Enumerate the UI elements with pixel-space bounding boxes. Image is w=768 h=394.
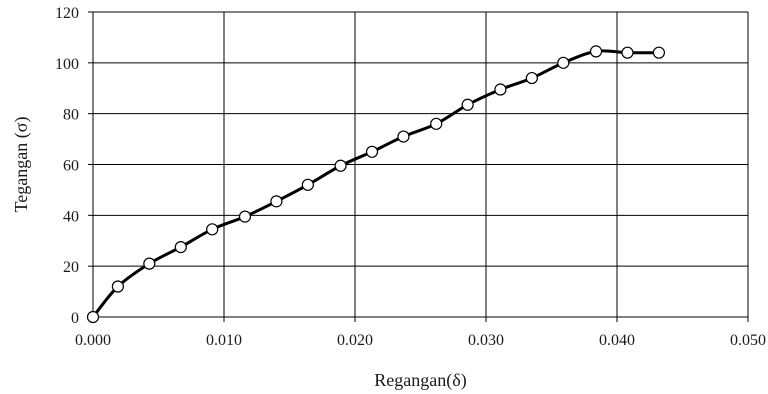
data-point xyxy=(494,83,507,96)
x-tick-label: 0.040 xyxy=(599,332,635,349)
x-tick-label: 0.030 xyxy=(468,332,504,349)
y-tick-label: 40 xyxy=(63,208,79,225)
data-point xyxy=(301,178,314,191)
y-tick-label: 60 xyxy=(63,158,79,175)
data-point xyxy=(652,46,666,59)
y-axis-title: Tegangan (σ) xyxy=(11,117,32,213)
y-tick-label: 100 xyxy=(55,56,79,73)
data-point xyxy=(143,257,156,270)
data-point xyxy=(397,130,410,143)
data-point xyxy=(557,56,570,69)
data-point xyxy=(589,45,603,58)
grid xyxy=(88,11,749,322)
data-point xyxy=(430,117,443,130)
data-point xyxy=(461,98,474,111)
y-tick-label: 120 xyxy=(55,5,79,22)
data-point xyxy=(621,46,634,59)
data-point xyxy=(270,195,283,208)
data-point xyxy=(86,310,100,324)
y-tick-label: 0 xyxy=(71,310,79,327)
y-tick-label: 80 xyxy=(63,107,79,124)
data-point xyxy=(334,159,347,172)
data-point xyxy=(206,223,219,236)
data-point xyxy=(365,145,379,158)
data-point xyxy=(111,280,124,293)
data-point xyxy=(238,210,252,223)
x-tick-label: 0.020 xyxy=(337,332,373,349)
y-tick-label: 20 xyxy=(63,259,79,276)
data-point xyxy=(174,241,187,254)
series-line xyxy=(91,49,659,318)
x-tick-label: 0.050 xyxy=(730,332,766,349)
series-group xyxy=(86,45,666,324)
x-axis-title: Regangan(δ) xyxy=(374,370,466,391)
x-tick-label: 0.000 xyxy=(75,332,111,349)
data-point xyxy=(525,71,538,85)
tick-labels: 0 20 40 60 80 100 120 0.000 0.010 0.020 0.030 0.040… xyxy=(55,5,766,349)
x-tick-label: 0.010 xyxy=(206,332,242,349)
